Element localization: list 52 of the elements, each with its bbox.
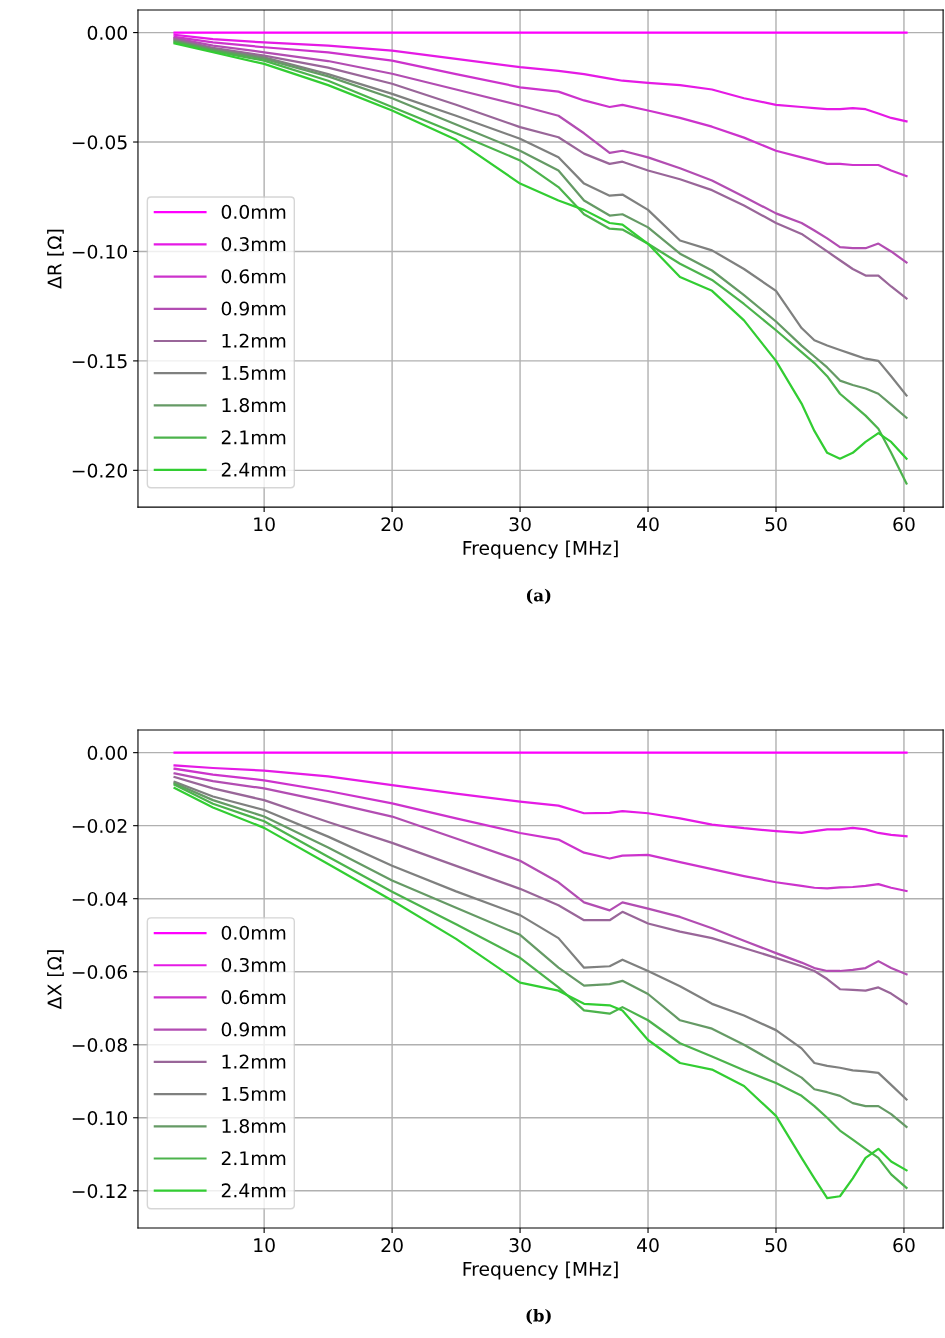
legend-label: 1.8mm <box>222 398 286 413</box>
x-tick-label: 50 <box>765 517 787 532</box>
legend-label: 0.3mm <box>221 237 286 252</box>
legend-label: 0.9mm <box>221 301 286 316</box>
y-tick-label: −0.05 <box>72 135 127 150</box>
x-tick-label: 10 <box>254 517 275 532</box>
legend-label: 2.4mm <box>221 1183 286 1198</box>
legend-label: 1.8mm <box>222 1118 286 1134</box>
legend-label: 2.1mm <box>221 1151 286 1166</box>
legend-label: 0.0mm <box>221 925 286 940</box>
legend-label: 0.9mm <box>221 1022 286 1037</box>
y-tick-label: 0.00 <box>87 25 127 40</box>
x-tick-label: 60 <box>893 517 915 532</box>
legend-label: 0.6mm <box>221 269 286 284</box>
line-series <box>173 767 908 893</box>
x-tick-label: 30 <box>509 517 531 532</box>
x-axis-title: Frequency [MHz] <box>463 1261 618 1280</box>
y-tick-label: −0.15 <box>72 354 127 369</box>
y-tick-label: −0.10 <box>72 244 127 259</box>
legend-label: 2.4mm <box>221 462 286 477</box>
legend-label: 1.2mm <box>222 333 286 348</box>
line-series <box>173 35 908 178</box>
y-tick-label: −0.08 <box>72 1037 127 1053</box>
y-tick-label: −0.06 <box>72 964 128 980</box>
legend-label: 1.5mm <box>222 1086 286 1101</box>
legend-label: 0.6mm <box>221 990 286 1005</box>
x-tick-label: 20 <box>381 517 403 532</box>
y-tick-label: −0.20 <box>72 463 127 478</box>
text: (a) <box>526 588 551 604</box>
line-series <box>173 764 908 838</box>
y-tick-label: 0.00 <box>87 745 127 761</box>
text: (b) <box>526 1308 551 1325</box>
x-tick-label: 50 <box>765 1238 787 1253</box>
x-tick-label: 40 <box>637 517 659 532</box>
x-axis-title: Frequency [MHz] <box>463 540 618 559</box>
y-tick-label: −0.10 <box>72 1110 127 1126</box>
legend-label: 0.0mm <box>221 204 286 219</box>
y-axis-title: ΔX [Ω] <box>47 950 64 1010</box>
y-axis-title: ΔR [Ω] <box>47 229 64 289</box>
legend-label: 2.1mm <box>221 430 286 445</box>
x-tick-label: 20 <box>381 1238 403 1253</box>
x-tick-label: 40 <box>637 1238 659 1253</box>
legend-label: 0.3mm <box>221 957 286 973</box>
y-tick-label: −0.04 <box>72 891 128 907</box>
x-tick-label: 60 <box>893 1238 915 1253</box>
x-tick-label: 30 <box>509 1238 531 1253</box>
y-tick-label: −0.02 <box>72 818 127 834</box>
y-tick-label: −0.12 <box>72 1183 127 1199</box>
line-series <box>173 33 908 123</box>
x-tick-label: 10 <box>254 1238 275 1253</box>
legend-label: 1.5mm <box>222 366 286 381</box>
legend-label: 1.2mm <box>222 1054 286 1069</box>
